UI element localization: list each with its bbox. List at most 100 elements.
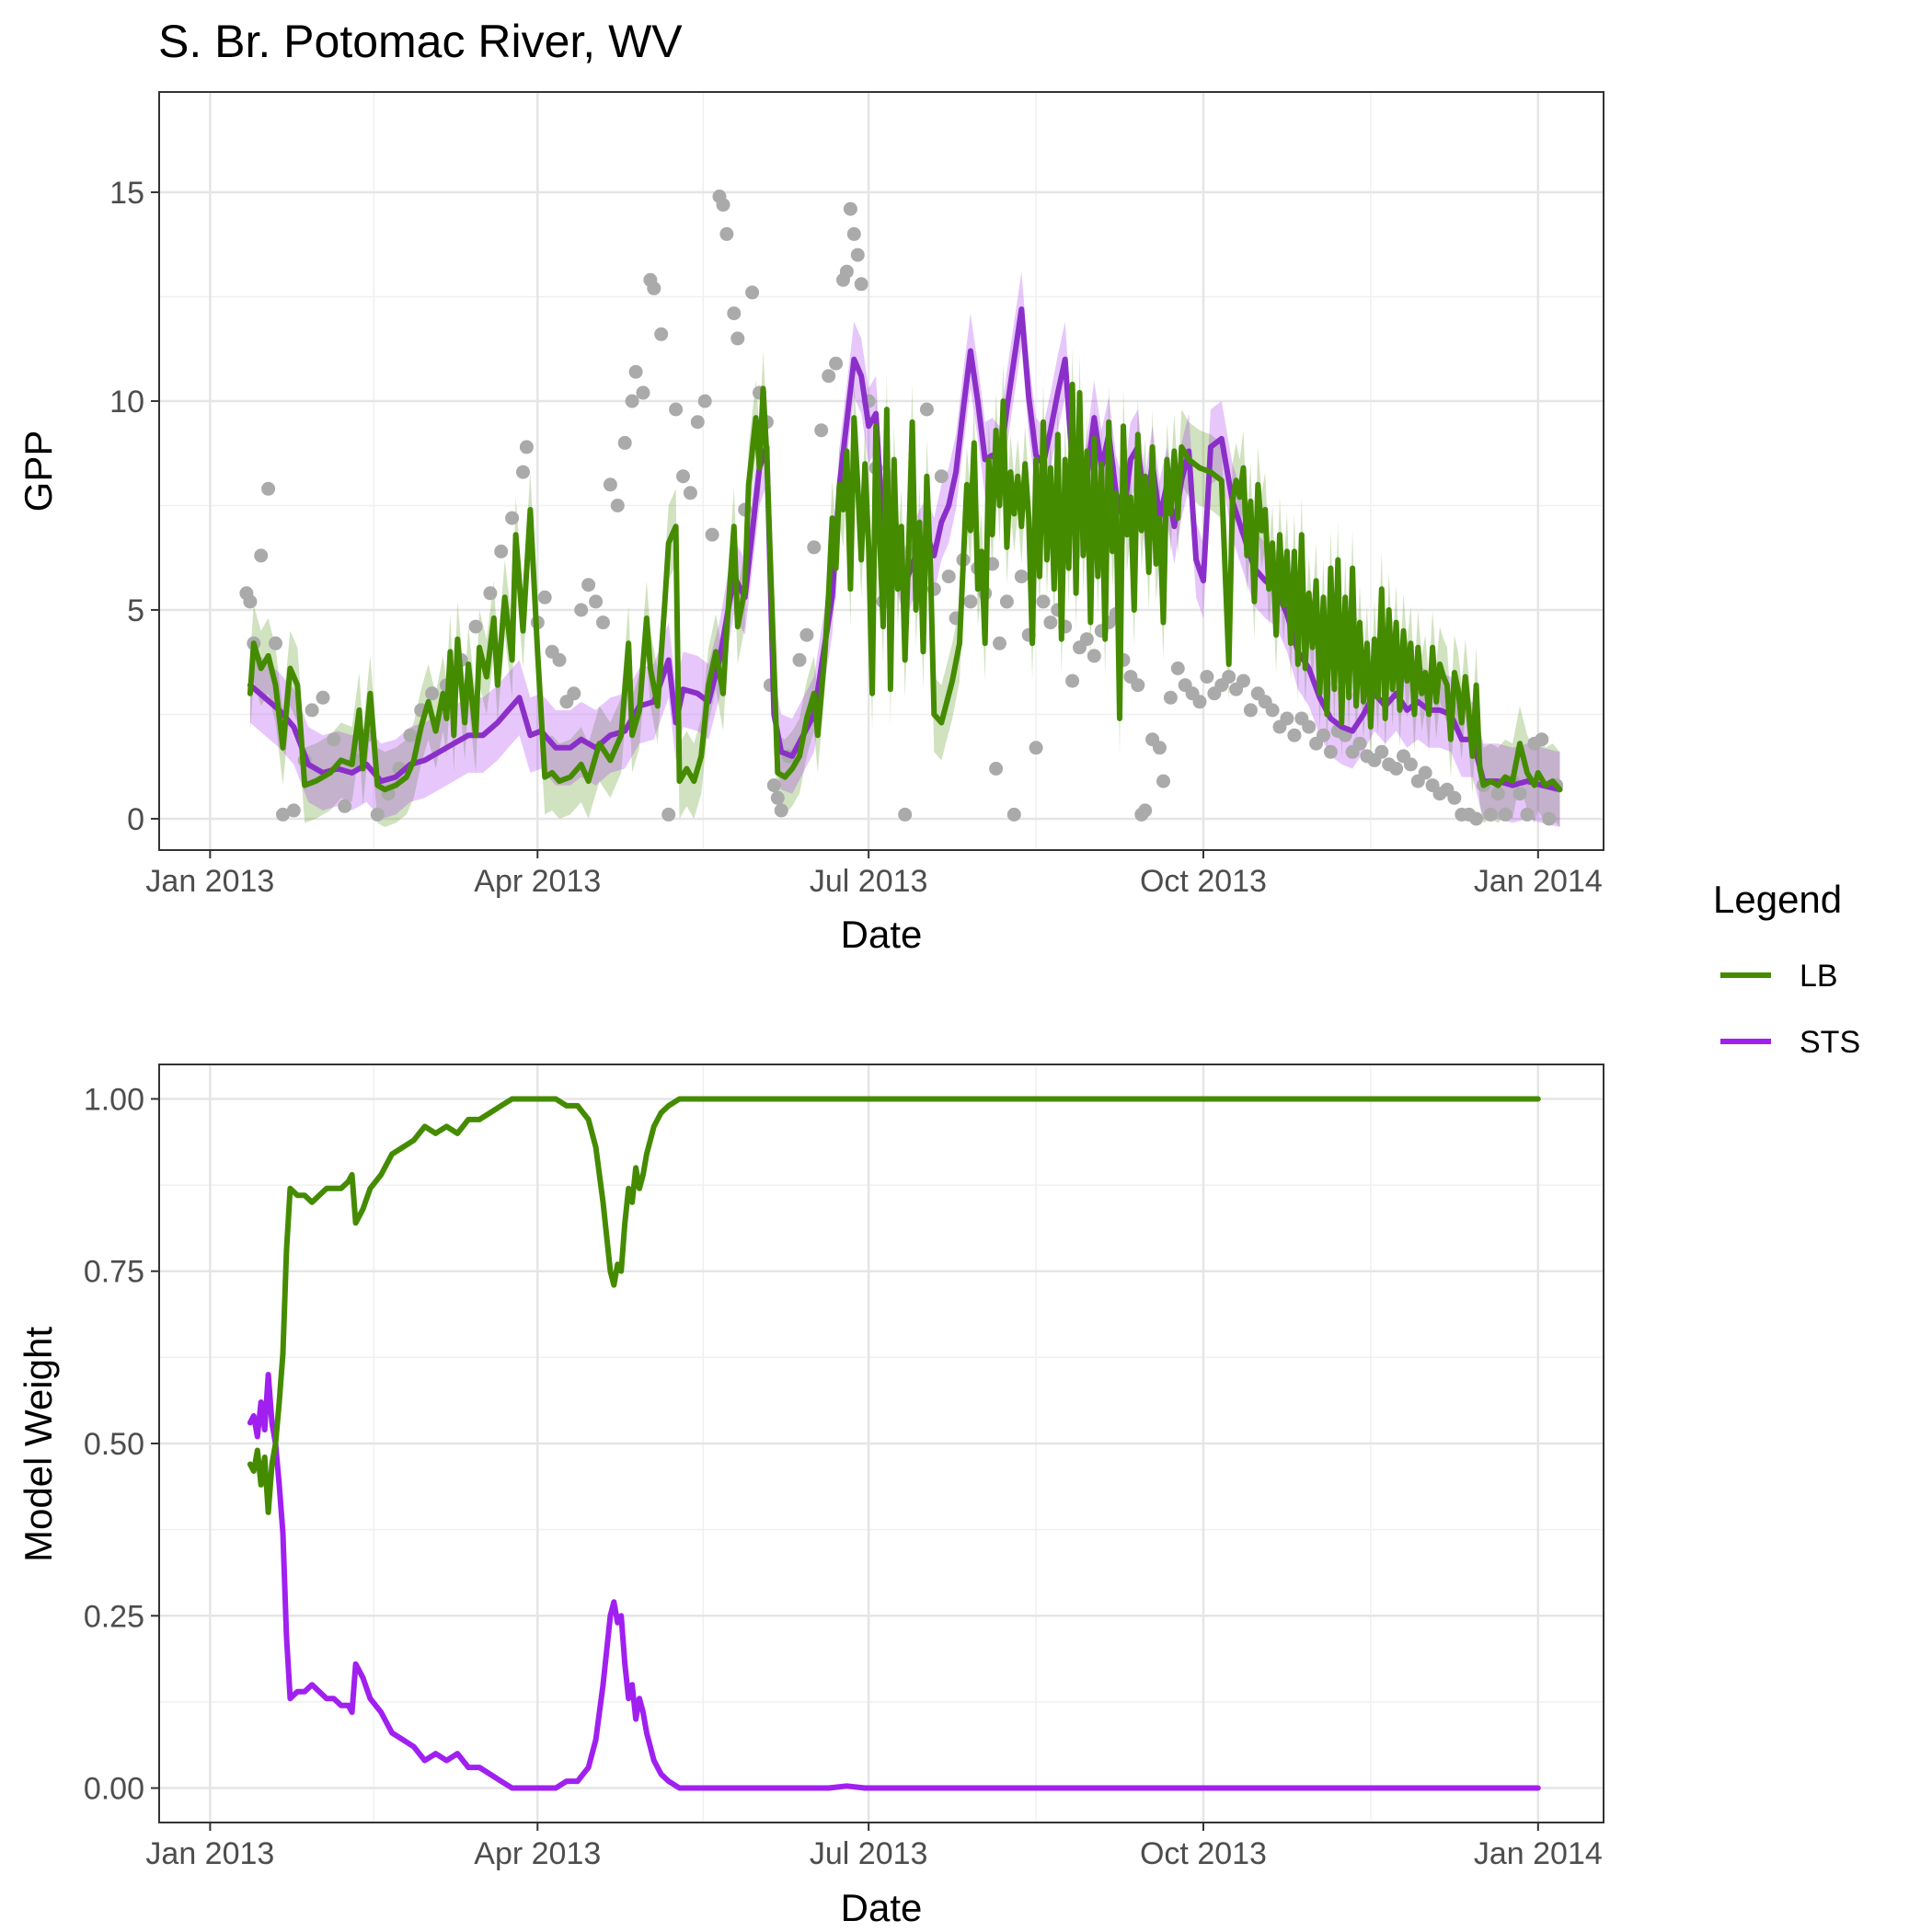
observed-point <box>1131 678 1145 693</box>
observed-point <box>683 486 697 500</box>
y-tick-label: 0 <box>127 802 144 837</box>
x-tick-label: Oct 2013 <box>1140 864 1267 899</box>
observed-point <box>1036 594 1051 609</box>
gpp-plot-border <box>158 91 1604 851</box>
legend-title: Legend <box>1713 878 1842 921</box>
observed-point <box>1535 732 1549 747</box>
observed-point <box>494 544 509 558</box>
observed-point <box>1483 807 1498 822</box>
observed-point <box>1029 741 1043 755</box>
observed-point <box>276 807 290 822</box>
observed-point <box>1302 719 1317 734</box>
weight-lines <box>247 1096 1541 1791</box>
observed-point <box>1138 803 1153 818</box>
observed-point <box>1469 811 1484 826</box>
observed-point <box>1170 661 1185 675</box>
observed-point <box>596 615 610 630</box>
observed-point <box>468 619 483 634</box>
y-tick-label: 10 <box>109 385 144 420</box>
observed-point <box>261 481 276 496</box>
observed-point <box>1280 711 1294 726</box>
observed-point <box>989 762 1004 776</box>
observed-point <box>705 527 719 542</box>
x-tick-label: Jul 2013 <box>810 864 928 899</box>
observed-point <box>730 331 745 346</box>
observed-point <box>1156 774 1170 788</box>
observed-point <box>1287 728 1302 742</box>
observed-point <box>1352 736 1367 751</box>
observed-point <box>305 703 319 718</box>
y-tick-label: 0.00 <box>84 1772 144 1807</box>
observed-point <box>822 369 836 384</box>
observed-point <box>403 728 418 742</box>
y-tick-label: 1.00 <box>84 1082 144 1117</box>
observed-point <box>552 652 567 667</box>
observed-point <box>1542 811 1557 826</box>
observed-point <box>1520 807 1535 822</box>
weight-x-axis: Jan 2013 Apr 2013 Jul 2013 Oct 2013 Jan 2014 <box>145 1823 1603 1871</box>
observed-point <box>766 778 781 793</box>
observed-point <box>647 281 661 295</box>
x-tick-label: Oct 2013 <box>1140 1836 1267 1871</box>
observed-point <box>1222 670 1236 684</box>
observed-point <box>483 586 498 601</box>
observed-point <box>589 594 604 609</box>
observed-point <box>1200 670 1214 684</box>
observed-point <box>254 548 269 563</box>
observed-point <box>792 652 807 667</box>
observed-point <box>1265 703 1280 718</box>
observed-point <box>516 465 530 479</box>
observed-point <box>625 394 639 408</box>
observed-point <box>719 226 734 241</box>
observed-point <box>1403 757 1418 772</box>
observed-point <box>519 440 534 454</box>
y-tick-label: 0.50 <box>84 1427 144 1462</box>
observed-point <box>1389 762 1404 776</box>
ribbon-sts <box>249 271 1560 827</box>
x-tick-label: Jan 2014 <box>1474 864 1603 899</box>
observed-point <box>963 594 978 609</box>
y-tick-label: 15 <box>109 176 144 211</box>
observed-point <box>669 402 684 417</box>
observed-point <box>1490 787 1505 801</box>
observed-point <box>716 198 730 213</box>
observed-point <box>1192 695 1207 709</box>
observed-point <box>1065 673 1080 688</box>
observed-point <box>807 540 822 555</box>
observed-point <box>898 807 913 822</box>
observed-point <box>1243 703 1258 718</box>
observed-point <box>1447 790 1462 805</box>
y-tick-label: 0.75 <box>84 1255 144 1290</box>
observed-point <box>628 364 643 379</box>
gpp-x-axis-title: Date <box>841 913 923 956</box>
observed-point <box>654 327 669 341</box>
x-tick-label: Apr 2013 <box>474 864 601 899</box>
legend-item-lb: LB <box>1720 959 1838 994</box>
observed-point <box>1087 649 1101 663</box>
y-tick-label: 0.25 <box>84 1599 144 1634</box>
observed-point <box>1323 744 1338 759</box>
legend: Legend LB STS <box>1713 878 1860 1060</box>
observed-point <box>603 477 617 492</box>
gpp-y-axis-title: GPP <box>17 431 60 512</box>
observed-point <box>1374 744 1389 759</box>
x-tick-label: Jan 2013 <box>145 1836 274 1871</box>
observed-point <box>1418 765 1432 780</box>
x-tick-label: Jan 2014 <box>1474 1836 1603 1871</box>
observed-point <box>286 803 301 818</box>
observed-point <box>690 415 705 430</box>
observed-point <box>1498 807 1512 822</box>
observed-point <box>537 590 552 604</box>
y-tick-label: 5 <box>127 593 144 628</box>
gpp-y-axis: 0 5 10 15 <box>109 176 159 837</box>
chart-title: S. Br. Potomac River, WV <box>158 16 683 67</box>
observed-point <box>617 435 632 450</box>
x-tick-label: Apr 2013 <box>474 1836 601 1871</box>
observed-point <box>774 803 788 818</box>
observed-point <box>1512 787 1527 801</box>
observed-point <box>799 627 814 642</box>
observed-point <box>243 594 258 609</box>
observed-point <box>1163 690 1178 705</box>
